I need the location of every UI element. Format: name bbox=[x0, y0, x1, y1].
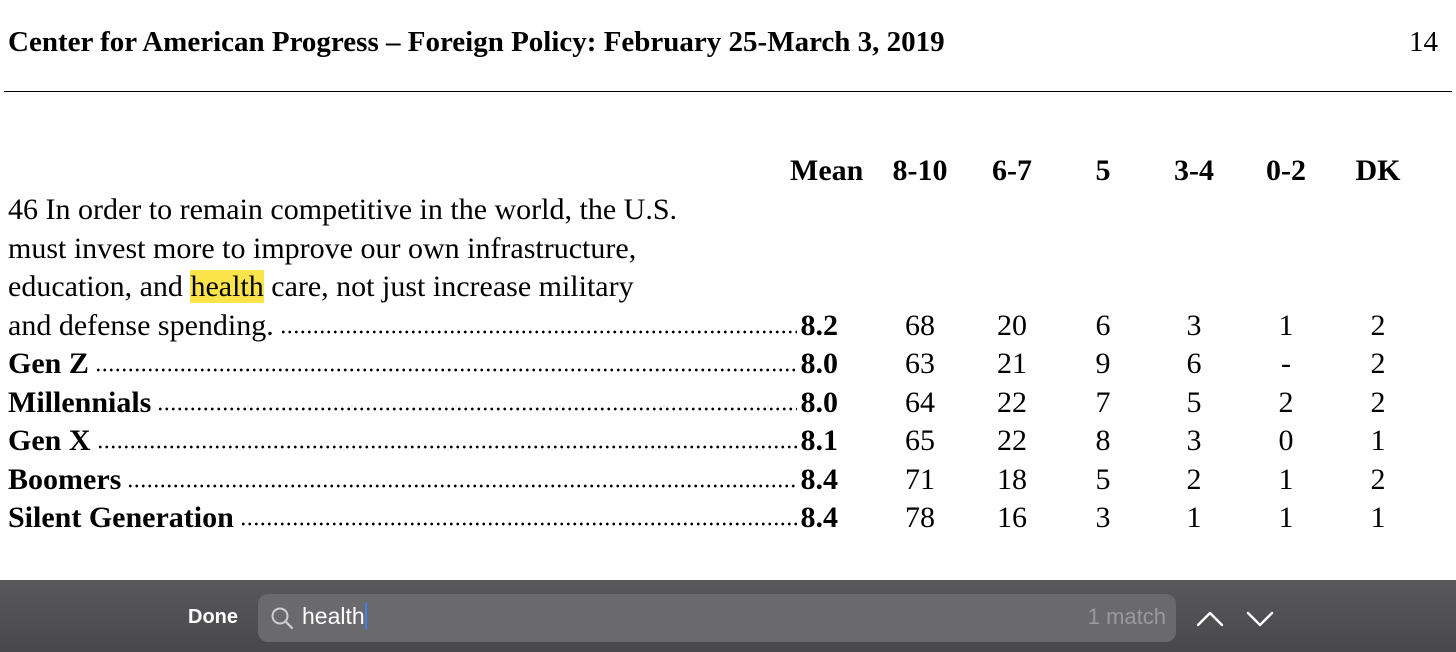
table-cell: 1 bbox=[1278, 462, 1294, 496]
table-cell: 65 bbox=[905, 424, 935, 457]
question-line: 46 In order to remain competitive in the… bbox=[8, 193, 678, 226]
next-match[interactable] bbox=[1246, 611, 1274, 627]
mean-cell: 8.4 bbox=[800, 462, 839, 496]
table-cell: 1 bbox=[1186, 501, 1202, 534]
table-cell: 63 bbox=[905, 347, 935, 380]
table-cell: 7 bbox=[1095, 385, 1111, 419]
search-query[interactable]: health bbox=[302, 603, 367, 630]
column-header: 6-7 bbox=[992, 154, 1032, 187]
table-cell: 3 bbox=[1186, 308, 1202, 342]
question-line: must invest more to improve our own infr… bbox=[8, 231, 637, 265]
leader-dots bbox=[127, 468, 797, 489]
search-highlight: health bbox=[190, 270, 264, 303]
leader-dots bbox=[94, 353, 797, 373]
prev-match[interactable] bbox=[1196, 611, 1224, 627]
column-header: Mean bbox=[790, 154, 864, 187]
table-row: Gen X 8.1 bbox=[8, 424, 838, 458]
mean-cell: 8.0 bbox=[800, 347, 839, 380]
table-cell: 64 bbox=[905, 385, 935, 419]
table-cell: 2 bbox=[1370, 308, 1386, 342]
table-cell: 16 bbox=[997, 501, 1027, 534]
table-cell: 1 bbox=[1278, 308, 1294, 342]
question-line: education, and health care, not just inc… bbox=[8, 270, 634, 304]
table-cell: 5 bbox=[1186, 385, 1202, 419]
row-label: Boomers bbox=[8, 462, 122, 496]
nav-arrows bbox=[1196, 611, 1274, 627]
leader-dots bbox=[239, 507, 797, 527]
doc-title: Center for American Progress – Foreign P… bbox=[8, 26, 945, 58]
table-cell: 2 bbox=[1186, 462, 1202, 496]
table-cell: 78 bbox=[905, 501, 935, 534]
table-cell: 5 bbox=[1095, 462, 1111, 496]
caret bbox=[364, 603, 367, 629]
leader-dots bbox=[96, 430, 797, 450]
leader-dots bbox=[157, 391, 797, 412]
leader-dots bbox=[279, 314, 797, 335]
question-text: care, not just increase military bbox=[263, 270, 634, 303]
table-row: Silent Generation 8.4 bbox=[8, 501, 838, 535]
match-count: 1 match bbox=[1087, 604, 1166, 629]
row-label: Gen Z bbox=[8, 347, 89, 380]
table-cell: 20 bbox=[997, 308, 1027, 342]
table-cell: 2 bbox=[1278, 385, 1294, 419]
column-header: 8-10 bbox=[892, 154, 948, 187]
table-cell: 9 bbox=[1095, 347, 1111, 380]
row-label: Silent Generation bbox=[8, 501, 234, 534]
row-label: Millennials bbox=[8, 385, 152, 419]
column-header: 5 bbox=[1095, 154, 1111, 187]
table-cell: 2 bbox=[1370, 462, 1386, 496]
table-cell: 22 bbox=[997, 385, 1027, 419]
column-header: DK bbox=[1355, 154, 1401, 187]
table-cell: 21 bbox=[997, 347, 1027, 380]
table-cell: 22 bbox=[997, 424, 1027, 457]
column-header: 0-2 bbox=[1266, 154, 1306, 187]
mean-cell: 8.4 bbox=[800, 501, 839, 534]
table-cell: 1 bbox=[1370, 501, 1386, 534]
query-text: health bbox=[302, 603, 365, 629]
mean-cell: 8.0 bbox=[800, 385, 839, 419]
table-cell: 6 bbox=[1095, 308, 1111, 342]
table-row: Gen Z 8.0 bbox=[8, 347, 838, 381]
done-button[interactable]: Done bbox=[188, 606, 238, 628]
table-cell: 68 bbox=[905, 308, 935, 342]
search-icon bbox=[271, 607, 294, 630]
table-cell: 2 bbox=[1370, 347, 1386, 380]
table-row: Millennials 8.0 bbox=[8, 386, 838, 420]
mean-cell: 8.1 bbox=[800, 424, 839, 457]
table-cell: 1 bbox=[1370, 424, 1386, 457]
table-cell: 2 bbox=[1370, 385, 1386, 419]
row-label: Gen X bbox=[8, 424, 91, 457]
question-text: education, and bbox=[8, 270, 191, 303]
table-cell: 0 bbox=[1278, 424, 1294, 457]
rule bbox=[4, 91, 1452, 92]
column-header: 3-4 bbox=[1174, 154, 1214, 187]
table-cell: 71 bbox=[905, 462, 935, 496]
table-cell: 3 bbox=[1186, 424, 1202, 457]
table-cell: 8 bbox=[1095, 424, 1111, 457]
mean-cell: 8.2 bbox=[800, 308, 839, 342]
table-row: Boomers 8.4 bbox=[8, 463, 838, 497]
search-field[interactable] bbox=[258, 594, 1176, 642]
table-cell: 18 bbox=[997, 462, 1027, 496]
table-row: and defense spending. 8.2 bbox=[8, 309, 838, 343]
table-cell: 1 bbox=[1278, 501, 1294, 534]
table-cell: 3 bbox=[1095, 501, 1111, 534]
row-label: and defense spending. bbox=[8, 308, 274, 342]
table-cell: 6 bbox=[1186, 347, 1202, 380]
table-cell: - bbox=[1281, 347, 1291, 380]
page-number: 14 bbox=[1409, 26, 1438, 58]
